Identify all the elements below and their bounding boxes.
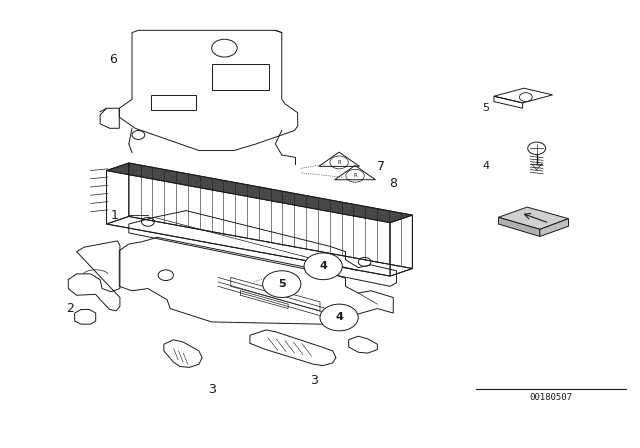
Circle shape [320, 304, 358, 331]
Text: 3: 3 [310, 374, 317, 387]
Text: R: R [337, 160, 341, 165]
Text: 7: 7 [376, 159, 385, 172]
Polygon shape [499, 217, 540, 237]
Text: R: R [353, 173, 357, 178]
Polygon shape [499, 207, 568, 229]
Text: 8: 8 [389, 177, 397, 190]
Polygon shape [540, 219, 568, 237]
Text: 4: 4 [482, 161, 489, 171]
Text: 4: 4 [335, 313, 343, 323]
Text: 6: 6 [109, 53, 117, 66]
Text: 4: 4 [319, 261, 327, 271]
Text: 2: 2 [67, 302, 74, 315]
Text: 5: 5 [278, 279, 285, 289]
Text: 5: 5 [482, 103, 489, 113]
Circle shape [262, 271, 301, 297]
Text: 00180507: 00180507 [529, 393, 572, 402]
Text: 3: 3 [208, 383, 216, 396]
Circle shape [304, 253, 342, 280]
Text: 1: 1 [111, 209, 119, 222]
